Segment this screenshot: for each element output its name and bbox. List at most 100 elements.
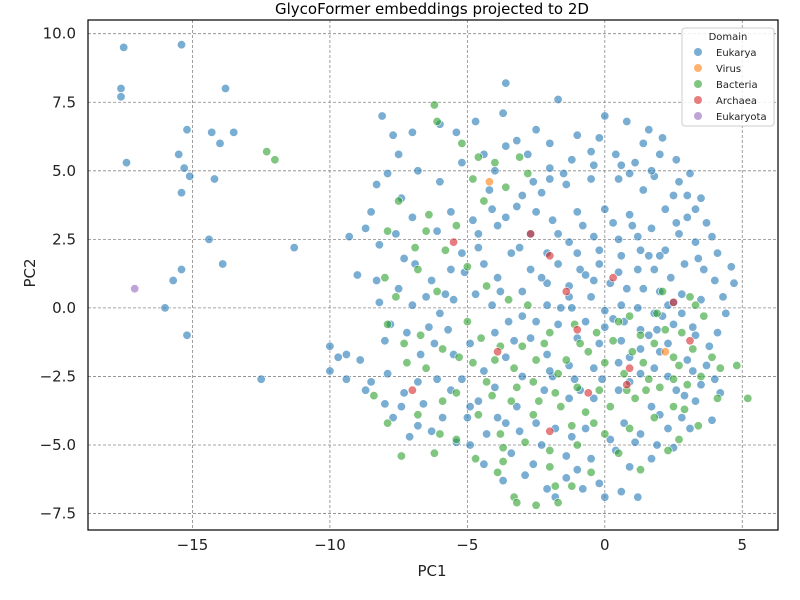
- point-bacteria: [383, 418, 393, 428]
- point-eukarya: [572, 465, 582, 475]
- point-eukarya: [553, 319, 563, 329]
- point-eukarya: [174, 149, 184, 159]
- point-bacteria: [556, 402, 566, 412]
- point-eukarya: [542, 278, 552, 288]
- point-eukarya: [682, 355, 692, 365]
- point-eukarya: [289, 243, 299, 253]
- point-eukarya: [710, 275, 720, 285]
- point-eukarya: [482, 429, 492, 439]
- point-bacteria: [685, 292, 695, 302]
- point-eukarya: [644, 330, 654, 340]
- point-bacteria: [531, 500, 541, 510]
- point-eukarya: [561, 180, 571, 190]
- point-eukarya: [611, 149, 621, 159]
- point-eukarya: [586, 454, 596, 464]
- point-eukarya: [575, 264, 585, 274]
- point-eukarya: [699, 264, 709, 274]
- point-bacteria: [473, 410, 483, 420]
- point-eukarya: [531, 125, 541, 135]
- point-bacteria: [528, 377, 538, 387]
- point-eukarya: [377, 111, 387, 121]
- point-eukarya: [635, 369, 645, 379]
- point-archaea: [407, 385, 417, 395]
- point-eukarya: [586, 292, 596, 302]
- point-bacteria: [476, 333, 486, 343]
- point-eukarya: [671, 155, 681, 165]
- point-eukarya: [710, 374, 720, 384]
- point-bacteria: [625, 423, 635, 433]
- point-eukarya: [537, 440, 547, 450]
- point-eukarya: [512, 202, 522, 212]
- point-eukarya: [649, 264, 659, 274]
- legend-label-eukaryota: Eukaryota: [716, 112, 767, 123]
- point-eukarya: [619, 418, 629, 428]
- point-eukarya: [633, 232, 643, 242]
- point-eukarya: [465, 440, 475, 450]
- point-eukarya: [646, 454, 656, 464]
- point-eukarya: [660, 245, 670, 255]
- point-bacteria: [498, 456, 508, 466]
- y-tick-label: 5.0: [52, 162, 76, 180]
- point-archaea: [625, 363, 635, 373]
- series-bacteria: [262, 100, 753, 510]
- point-bacteria: [482, 281, 492, 291]
- point-eukarya: [374, 240, 384, 250]
- point-eukarya: [207, 127, 217, 137]
- x-tick-label: 5: [737, 536, 747, 554]
- point-bacteria: [652, 308, 662, 318]
- point-eukarya: [501, 78, 511, 88]
- point-eukarya: [586, 174, 596, 184]
- point-bacteria: [523, 169, 533, 179]
- point-bacteria: [493, 467, 503, 477]
- point-eukarya: [413, 166, 423, 176]
- point-eukarya: [677, 308, 687, 318]
- point-bacteria: [575, 338, 585, 348]
- legend-marker-eukarya: [694, 48, 702, 56]
- point-eukarya: [435, 308, 445, 318]
- point-virus: [660, 347, 670, 357]
- point-eukarya: [622, 117, 632, 127]
- point-bacteria: [399, 338, 409, 348]
- point-eukarya: [635, 344, 645, 354]
- point-eukarya: [625, 462, 635, 472]
- point-eukarya: [696, 295, 706, 305]
- y-tick-label: 0.0: [52, 299, 76, 317]
- point-eukarya: [594, 259, 604, 269]
- point-eukarya: [413, 421, 423, 431]
- point-bacteria: [649, 338, 659, 348]
- point-eukarya: [506, 448, 516, 458]
- x-axis-label: PC1: [417, 562, 446, 580]
- point-eukarya: [581, 270, 591, 280]
- point-eukarya: [366, 377, 376, 387]
- point-eukarya: [616, 336, 626, 346]
- point-eukarya: [701, 218, 711, 228]
- point-bacteria: [468, 358, 478, 368]
- point-eukarya: [679, 391, 689, 401]
- point-eukarya: [479, 366, 489, 376]
- point-bacteria: [270, 155, 280, 165]
- point-bacteria: [462, 262, 472, 272]
- y-axis-ticks: −7.5 −5.0 −2.5 0.0 2.5 5.0 7.5 10.0: [40, 25, 76, 523]
- series-archaea: [407, 229, 695, 436]
- point-eukarya: [693, 254, 703, 264]
- point-bacteria: [641, 385, 651, 395]
- point-archaea: [572, 325, 582, 335]
- point-bacteria: [454, 352, 464, 362]
- point-eukarya: [435, 177, 445, 187]
- point-eukarya: [704, 341, 714, 351]
- legend-marker-bacteria: [694, 80, 702, 88]
- point-eukarya: [468, 215, 478, 225]
- point-bacteria: [581, 407, 591, 417]
- point-eukarya: [545, 366, 555, 376]
- point-bacteria: [674, 434, 684, 444]
- legend-label-archaea: Archaea: [716, 96, 757, 107]
- point-bacteria: [495, 429, 505, 439]
- point-bacteria: [649, 413, 659, 423]
- point-bacteria: [391, 292, 401, 302]
- point-bacteria: [743, 393, 753, 403]
- point-eukarya: [429, 338, 439, 348]
- point-eukarya: [501, 141, 511, 151]
- point-eukarya: [677, 289, 687, 299]
- point-eukarya: [380, 336, 390, 346]
